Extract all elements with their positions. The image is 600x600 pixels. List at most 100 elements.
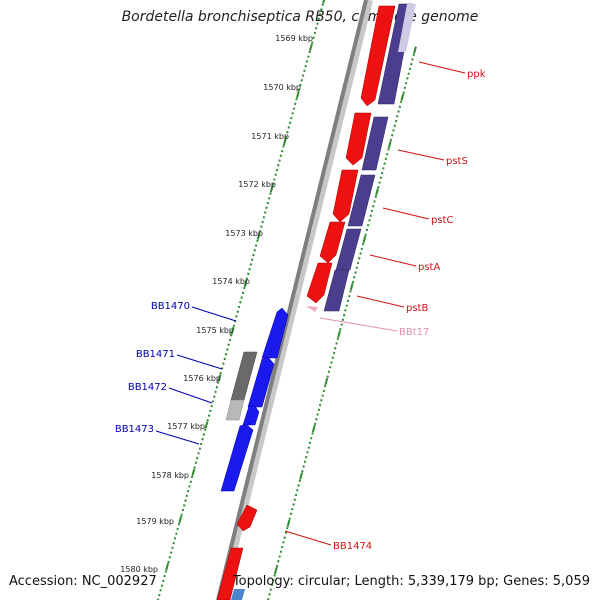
gene-label-pstS[interactable]: pstS — [446, 156, 468, 167]
ruler-minor-tick — [240, 296, 243, 299]
gene-pstS-purple[interactable] — [361, 116, 389, 171]
ruler-minor-tick — [320, 8, 323, 11]
ruler-label: 1571 kbp — [251, 132, 289, 141]
gene-label-pstC[interactable]: pstC — [431, 215, 453, 226]
ruler-minor-tick — [291, 507, 294, 511]
ruler-label: 1572 kbp — [238, 180, 276, 189]
ruler-minor-tick — [158, 593, 161, 597]
ruler-minor-tick — [307, 55, 310, 58]
ruler-minor-tick — [228, 338, 232, 342]
ruler-minor-tick — [176, 527, 179, 531]
ruler-major-tick — [362, 235, 367, 243]
ruler-minor-tick — [202, 433, 206, 436]
ruler-minor-tick — [263, 211, 267, 214]
ruler-major-tick — [295, 90, 300, 99]
ruler-minor-tick — [304, 64, 307, 68]
ruler-minor-tick — [194, 461, 198, 465]
ruler-minor-tick — [314, 27, 318, 30]
ruler-minor-tick — [292, 503, 295, 506]
gene-blue-3[interactable] — [242, 405, 260, 426]
ruler-minor-tick — [272, 578, 275, 582]
gene-BBt17[interactable] — [306, 306, 318, 312]
ruler-minor-tick — [266, 201, 270, 205]
ruler-major-tick — [375, 188, 379, 196]
gene-pstB-purple[interactable] — [323, 269, 350, 312]
ruler-minor-tick — [310, 436, 313, 440]
ruler-minor-tick — [315, 418, 318, 421]
ruler-minor-tick — [372, 205, 375, 208]
ruler-minor-tick — [330, 361, 333, 364]
ruler-minor-tick — [311, 432, 314, 435]
ruler-minor-tick — [248, 267, 251, 271]
ruler-minor-tick — [408, 67, 412, 71]
gene-BB1474-red[interactable] — [236, 504, 258, 532]
ruler-minor-tick — [359, 252, 362, 255]
ruler-minor-tick — [295, 97, 298, 101]
gene-BB1470[interactable] — [261, 307, 289, 359]
ruler-minor-tick — [269, 588, 272, 591]
ruler-minor-tick — [396, 115, 399, 118]
ruler-minor-tick — [341, 318, 345, 322]
ruler-minor-tick — [250, 258, 254, 261]
gene-red-bottom[interactable] — [216, 547, 244, 600]
ruler-minor-tick — [301, 74, 305, 77]
gene-label-pstA[interactable]: pstA — [418, 262, 440, 273]
ruler-minor-tick — [305, 60, 309, 63]
ruler-minor-tick — [302, 465, 305, 468]
gene-label-BB1474[interactable]: BB1474 — [333, 541, 372, 552]
gene-ppk-purple-light[interactable] — [398, 4, 416, 52]
ruler-major-tick — [387, 141, 392, 149]
gene-pstC-red[interactable] — [332, 169, 359, 223]
ruler-label: 1574 kbp — [212, 277, 250, 286]
ruler-minor-tick — [402, 91, 405, 94]
ruler-minor-tick — [235, 315, 238, 318]
ruler-minor-tick — [384, 157, 388, 161]
ruler-minor-tick — [289, 512, 293, 516]
ruler-minor-tick — [236, 310, 239, 313]
ruler-minor-tick — [275, 168, 279, 172]
ruler-minor-tick — [394, 119, 398, 123]
ruler-minor-tick — [252, 253, 255, 257]
gene-label-BB1472[interactable]: BB1472 — [128, 382, 167, 393]
ruler-ticks-right — [267, 46, 417, 600]
ruler-minor-tick — [385, 152, 389, 156]
ruler-minor-tick — [262, 215, 266, 219]
ruler-minor-tick — [278, 555, 281, 558]
ruler-minor-tick — [321, 3, 324, 7]
gene-label-BBt17[interactable]: BBt17 — [399, 327, 429, 338]
gene-label-BB1470[interactable]: BB1470 — [151, 301, 190, 312]
ruler-minor-tick — [172, 541, 175, 545]
gene-BB1473[interactable] — [220, 423, 254, 492]
ruler-minor-tick — [169, 551, 173, 554]
gene-pstB-red[interactable] — [306, 262, 333, 304]
gene-label-BB1471[interactable]: BB1471 — [136, 349, 175, 360]
gene-blue-2[interactable] — [247, 356, 275, 408]
gene-steel-bottom[interactable] — [231, 589, 245, 600]
ruler-minor-tick — [177, 522, 181, 526]
ruler-major-tick — [256, 232, 261, 240]
gene-label-pstB[interactable]: pstB — [406, 303, 428, 314]
ruler-minor-tick — [226, 348, 229, 351]
ruler-minor-tick — [299, 83, 302, 87]
ruler-minor-tick — [294, 493, 298, 497]
gene-pstC-purple[interactable] — [347, 174, 376, 227]
ruler-major-tick — [286, 519, 291, 528]
gene-pstA-purple[interactable] — [335, 228, 362, 271]
ruler-minor-tick — [168, 556, 172, 559]
gene-label-ppk[interactable]: ppk — [467, 69, 486, 80]
right-strand-genes — [216, 3, 416, 600]
ruler-minor-tick — [407, 72, 410, 75]
gene-label-BB1473[interactable]: BB1473 — [115, 424, 154, 435]
ruler-minor-tick — [316, 413, 319, 416]
ruler-minor-tick — [207, 414, 211, 417]
gene-BB1472[interactable] — [225, 399, 245, 421]
gene-ppk-red[interactable] — [360, 5, 396, 107]
ruler-minor-tick — [378, 181, 381, 184]
gene-pstA-red[interactable] — [319, 221, 346, 264]
ruler-major-tick — [322, 0, 326, 4]
gene-pstS-red[interactable] — [345, 112, 372, 166]
ruler-minor-tick — [239, 301, 242, 304]
ruler-label: 1579 kbp — [136, 517, 174, 526]
ruler-minor-tick — [277, 560, 280, 563]
